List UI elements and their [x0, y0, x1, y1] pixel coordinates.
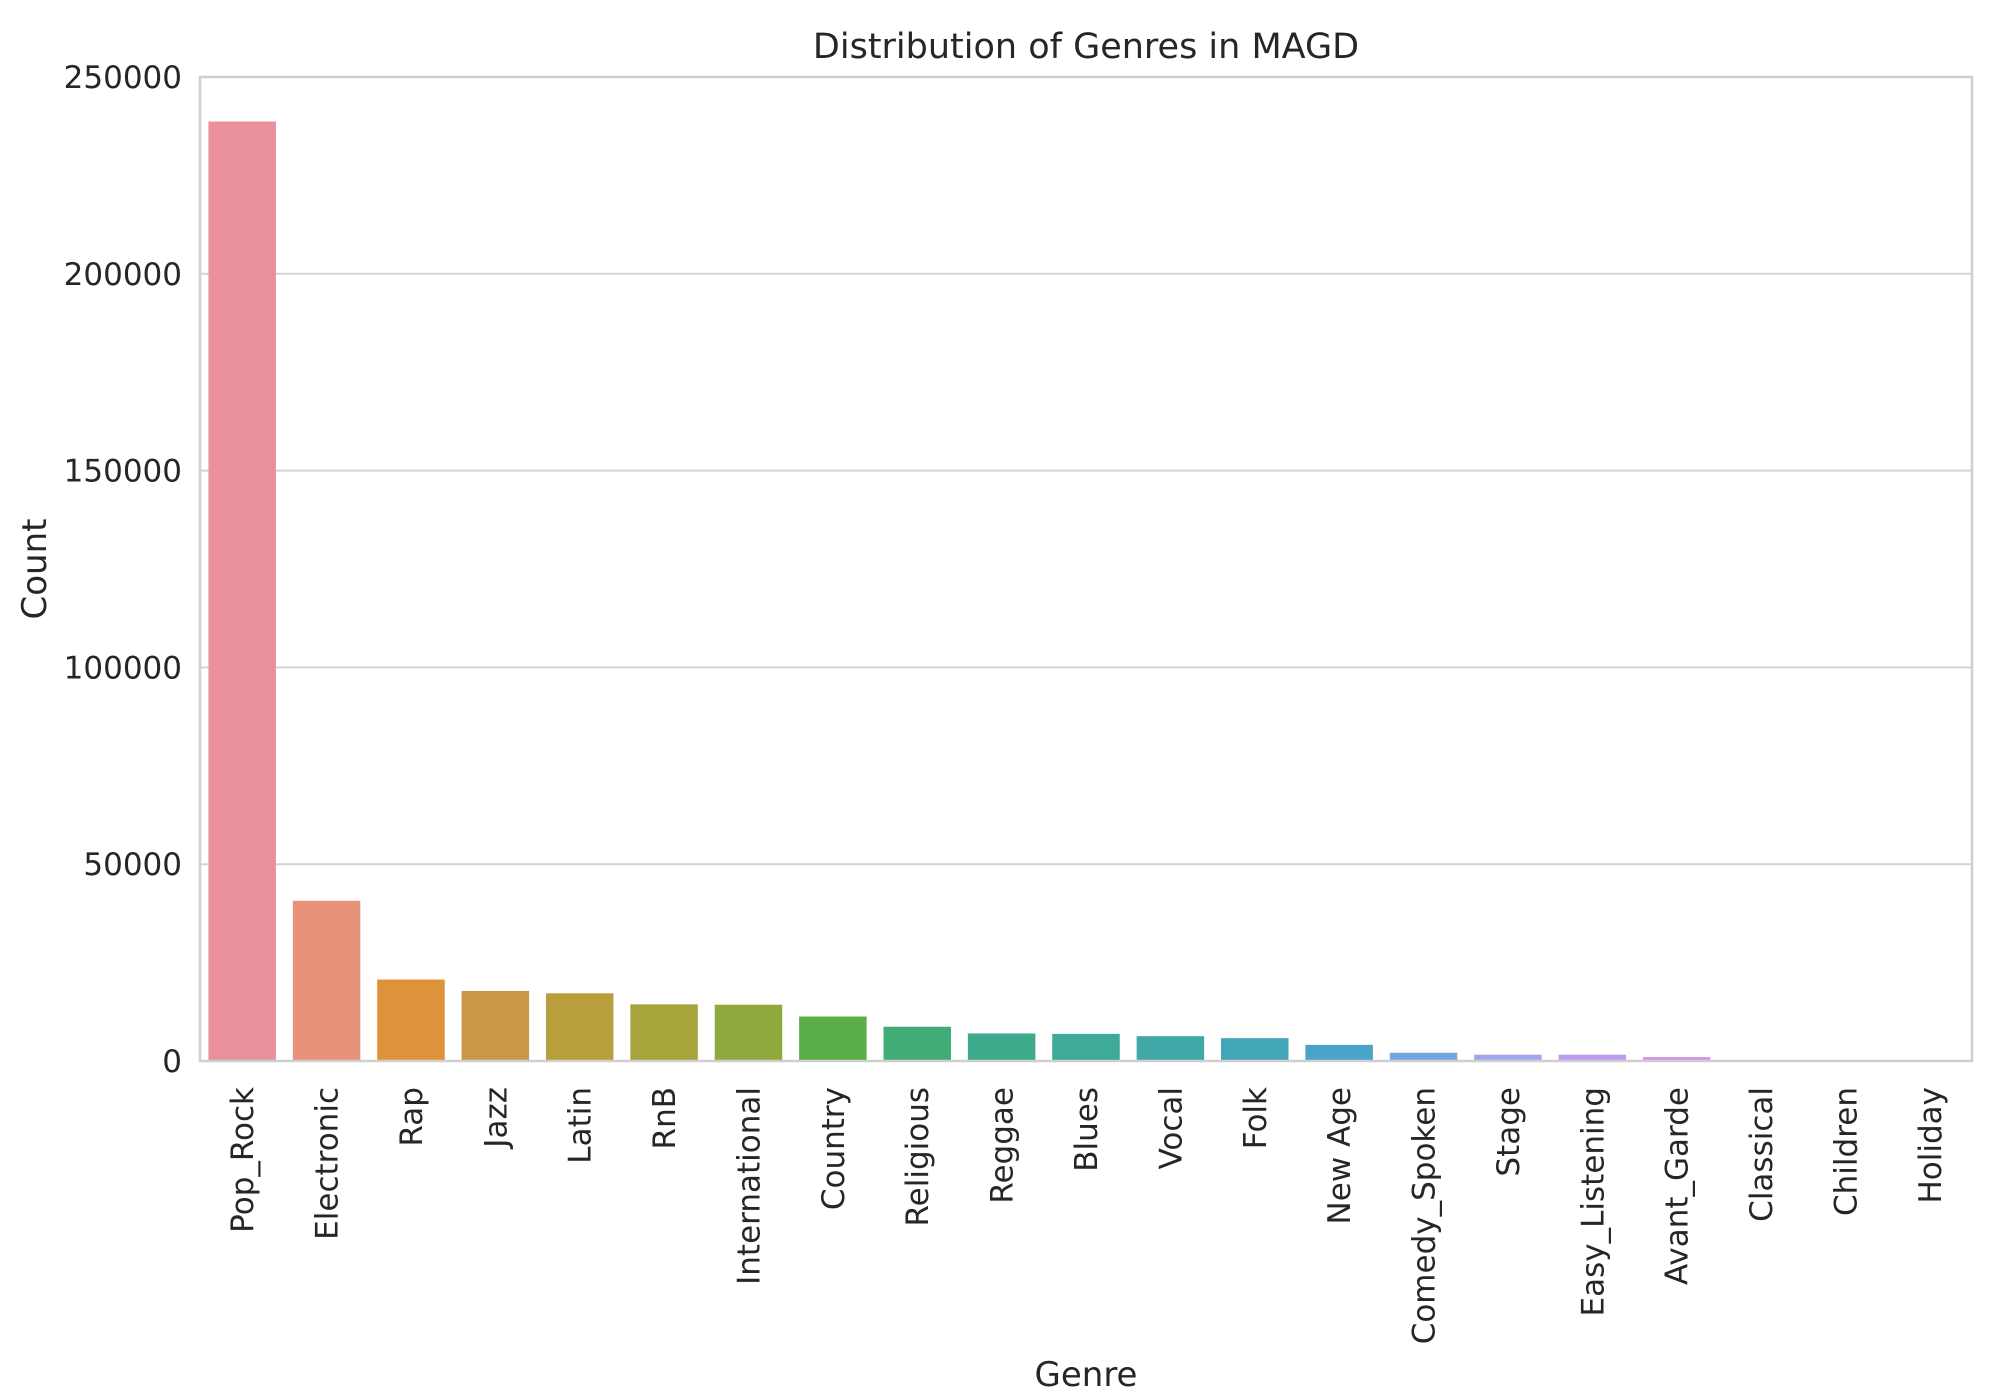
bar-new-age — [1305, 1044, 1373, 1061]
x-tick-label: Jazz — [478, 1087, 514, 1150]
x-tick-label: Blues — [1069, 1087, 1105, 1172]
bar-latin — [545, 993, 614, 1061]
bar-electronic — [292, 900, 361, 1061]
x-tick-label: Electronic — [310, 1087, 346, 1240]
y-tick-labels: 0 50000 100000 150000 200000 250000 — [64, 60, 182, 1080]
y-tick-label: 0 — [162, 1044, 182, 1080]
x-tick-label: Children — [1828, 1087, 1864, 1216]
bar-country — [799, 1016, 867, 1061]
plot-frame — [198, 75, 1974, 1063]
x-tick-label: Comedy_Spoken — [1407, 1087, 1443, 1344]
y-tick-label: 200000 — [64, 257, 182, 293]
bar-religious — [883, 1026, 951, 1061]
x-axis-label: Genre — [1035, 1355, 1138, 1395]
bar-blues — [1052, 1033, 1120, 1061]
x-tick-label: Folk — [1238, 1087, 1274, 1149]
x-tick-label: Reggae — [985, 1087, 1021, 1204]
x-tick-label: Vocal — [1153, 1087, 1189, 1169]
x-tick-label: Classical — [1744, 1087, 1780, 1222]
bar-avant-garde — [1642, 1057, 1711, 1061]
bar-rnb — [630, 1004, 698, 1061]
bar-reggae — [967, 1033, 1036, 1061]
y-tick-label: 100000 — [64, 650, 182, 686]
bar-rap — [377, 979, 445, 1061]
y-tick-label: 150000 — [64, 454, 182, 490]
bar-comedy-spoken — [1389, 1052, 1458, 1061]
bar-easy-listening — [1558, 1054, 1627, 1061]
x-tick-label: Avant_Garde — [1660, 1087, 1696, 1285]
bar-stage — [1474, 1054, 1542, 1061]
x-tick-label: Holiday — [1913, 1087, 1949, 1204]
x-tick-label: New Age — [1322, 1087, 1358, 1224]
x-tick-label: Pop_Rock — [225, 1087, 261, 1233]
chart-title: Distribution of Genres in MAGD — [813, 27, 1359, 67]
bar-pop-rock — [208, 121, 276, 1061]
bar-vocal — [1136, 1036, 1205, 1061]
x-tick-label: RnB — [647, 1087, 683, 1149]
x-tick-label: International — [731, 1087, 767, 1285]
x-tick-label: Religious — [900, 1087, 936, 1227]
bar-jazz — [461, 990, 530, 1061]
y-tick-label: 250000 — [64, 60, 182, 96]
x-tick-label: Latin — [563, 1087, 599, 1164]
bars — [208, 121, 1964, 1061]
x-tick-label: Rap — [394, 1087, 430, 1147]
y-tick-label: 50000 — [83, 847, 182, 883]
bar-international — [714, 1004, 783, 1061]
x-tick-label: Stage — [1491, 1087, 1527, 1177]
y-axis-label: Count — [15, 519, 55, 620]
gridlines — [200, 76, 1972, 1062]
x-tick-labels: Pop_Rock Electronic Rap Jazz Latin RnB Interna… — [225, 1087, 1949, 1344]
x-tick-label: Easy_Listening — [1575, 1087, 1611, 1316]
bar-folk — [1221, 1038, 1289, 1061]
x-tick-label: Country — [816, 1087, 852, 1210]
